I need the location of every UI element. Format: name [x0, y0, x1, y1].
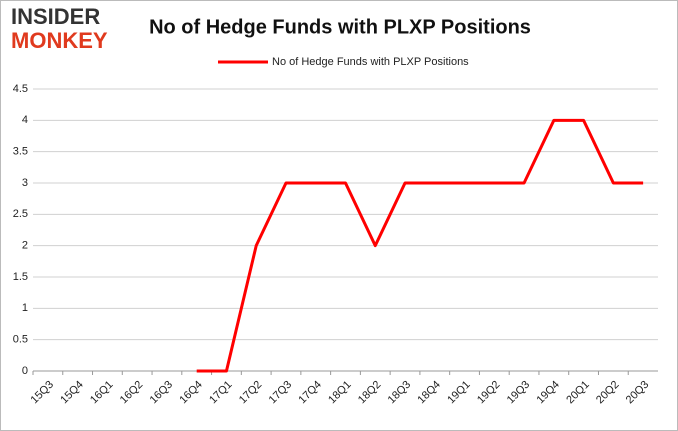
- y-tick-label: 0.5: [13, 334, 28, 346]
- y-tick-label: 1.5: [13, 271, 28, 283]
- y-tick-label: 1: [22, 302, 28, 314]
- data-line: [196, 118, 644, 373]
- y-tick-label: 3: [22, 177, 28, 189]
- logo-bottom: MONKEY: [11, 28, 108, 53]
- chart-title: No of Hedge Funds with PLXP Positions: [149, 16, 531, 38]
- legend-label: No of Hedge Funds with PLXP Positions: [272, 56, 469, 68]
- y-tick-label: 2: [22, 240, 28, 252]
- y-tick-label: 3.5: [13, 146, 28, 158]
- logo-top: INSIDER: [11, 4, 100, 29]
- y-tick-label: 2.5: [13, 208, 28, 220]
- y-tick-label: 4.5: [13, 83, 28, 95]
- y-tick-label: 4: [22, 114, 28, 126]
- y-tick-label: 0: [22, 365, 28, 377]
